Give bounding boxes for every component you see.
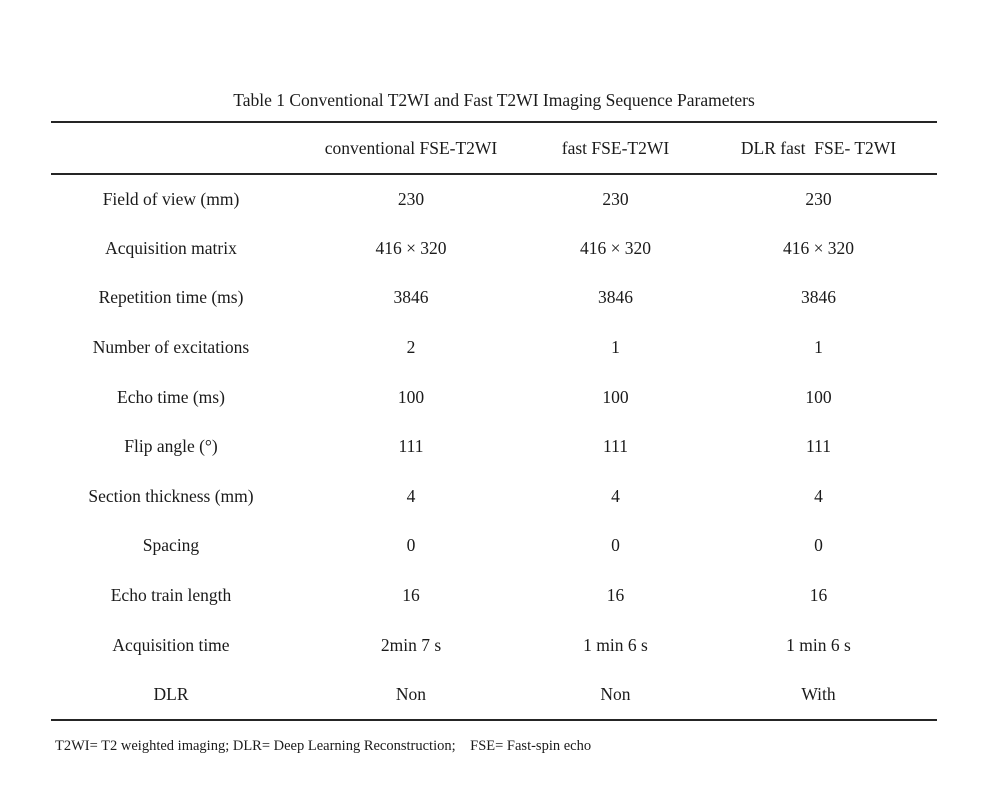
row-label: Repetition time (ms): [98, 287, 244, 308]
row-label: Echo train length: [110, 585, 232, 606]
cell-value: 0: [406, 535, 416, 556]
table-row: Echo time (ms) 100 100 100: [51, 372, 937, 422]
cell-value: 111: [806, 436, 831, 457]
cell-value: 3846: [801, 287, 836, 308]
table-row: Section thickness (mm) 4 4 4: [51, 472, 937, 522]
row-label: Number of excitations: [92, 337, 250, 358]
row-label: Acquisition time: [112, 634, 230, 655]
header-cell-fast: fast FSE-T2WI: [531, 121, 700, 175]
row-label: Echo time (ms): [117, 386, 225, 407]
cell-value: 4: [814, 485, 823, 506]
cell-value: 3846: [598, 287, 633, 308]
header-cell-conventional: conventional FSE-T2WI: [291, 121, 531, 175]
table-row: Spacing 0 0 0: [51, 521, 937, 571]
cell-value: 2min 7 s: [380, 634, 442, 655]
cell-value: 416 × 320: [579, 237, 652, 258]
table-row: DLR Non Non With: [51, 669, 937, 721]
row-label: Field of view (mm): [102, 188, 240, 209]
row-label: Acquisition matrix: [105, 237, 237, 258]
cell-value: 0: [611, 535, 620, 556]
cell-value: 4: [611, 485, 620, 506]
table-row: Flip angle (°) 111 111 111: [51, 422, 937, 472]
cell-value: 100: [602, 386, 629, 407]
table-row: Acquisition time 2min 7 s 1 min 6 s 1 mi…: [51, 620, 937, 670]
cell-value: 100: [805, 386, 832, 407]
cell-value: 230: [602, 188, 629, 209]
cell-value: 16: [809, 585, 828, 606]
cell-value: 3846: [393, 287, 429, 308]
table-row: Acquisition matrix 416 × 320 416 × 320 4…: [51, 224, 937, 274]
cell-value: 4: [406, 485, 416, 506]
cell-value: 1: [814, 337, 823, 358]
table-row: Repetition time (ms) 3846 3846 3846: [51, 273, 937, 323]
cell-value: 1 min 6 s: [786, 634, 851, 655]
row-label: DLR: [51, 669, 291, 721]
header-cell-dlr-fast: DLR fast FSE- T2WI: [700, 121, 937, 175]
table-row: Echo train length 16 16 16: [51, 571, 937, 621]
cell-value: With: [700, 669, 937, 721]
cell-value: 230: [805, 188, 832, 209]
table-row: Number of excitations 2 1 1: [51, 323, 937, 373]
cell-value: 1 min 6 s: [583, 634, 648, 655]
table-row: Field of view (mm) 230 230 230: [51, 174, 937, 224]
cell-value: 2: [406, 337, 416, 358]
cell-value: 0: [814, 535, 823, 556]
cell-value: Non: [531, 669, 700, 721]
cell-value: 111: [603, 436, 628, 457]
cell-value: 16: [606, 585, 625, 606]
cell-value: 100: [397, 386, 425, 407]
cell-value: 416 × 320: [782, 237, 855, 258]
table-title: Table 1 Conventional T2WI and Fast T2WI …: [233, 90, 755, 110]
cell-value: 416 × 320: [375, 237, 447, 258]
row-label: Section thickness (mm): [88, 485, 254, 506]
cell-value: Non: [291, 669, 531, 721]
row-label: Flip angle (°): [124, 436, 218, 457]
header-cell-blank: [51, 121, 291, 175]
cell-value: 1: [611, 337, 620, 358]
cell-value: 16: [402, 585, 420, 606]
imaging-parameters-table: conventional FSE-T2WI fast FSE-T2WI DLR …: [51, 121, 937, 721]
header-row: conventional FSE-T2WI fast FSE-T2WI DLR …: [51, 121, 937, 175]
table-footnote: T2WI= T2 weighted imaging; DLR= Deep Lea…: [55, 738, 592, 754]
cell-value: 230: [397, 188, 425, 209]
row-label: Spacing: [142, 535, 200, 556]
cell-value: 111: [398, 436, 424, 457]
